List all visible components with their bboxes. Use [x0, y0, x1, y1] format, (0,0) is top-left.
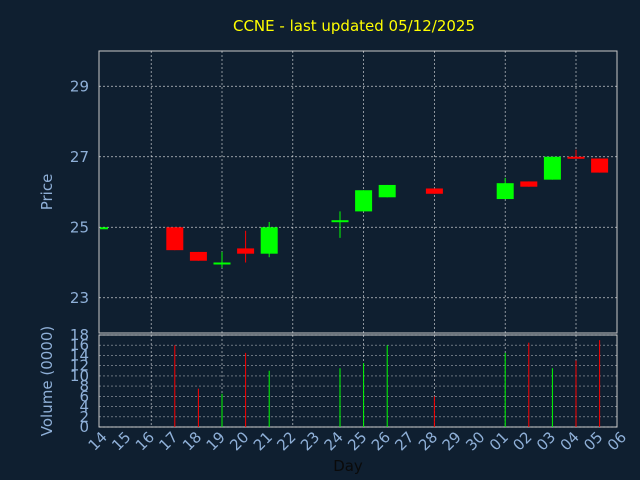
volume-y-tick-label: 0 [79, 418, 89, 436]
price-panel-frame [98, 50, 618, 334]
candle-body [520, 181, 538, 187]
candle-body [189, 251, 207, 261]
volume-y-tick-label: 18 [70, 326, 89, 344]
candle-body [591, 158, 609, 173]
price-axis-label: Price [38, 174, 56, 211]
volume-y-tick-label: 12 [70, 357, 89, 375]
candles [100, 149, 609, 268]
chart-title: CCNE - last updated 05/12/2025 [233, 17, 475, 35]
x-axis-label: Day [333, 457, 363, 475]
volume-axis-label: Volume (0000) [38, 326, 56, 436]
volume-y-tick-label: 16 [70, 336, 89, 354]
x-axis-ticks: 1415161718192021222324252627282930010203… [85, 428, 630, 454]
price-y-tick-label: 27 [70, 148, 89, 166]
candle-body [166, 227, 184, 251]
candle-body [237, 248, 255, 254]
candle-body [425, 188, 443, 194]
volume-bars [174, 340, 601, 427]
volume-y-tick-label: 4 [79, 398, 89, 416]
price-y-tick-label: 29 [70, 77, 89, 95]
price-y-ticks: 23 25 27 29 [70, 77, 89, 307]
candle-body [213, 262, 231, 265]
candle-body [496, 183, 514, 200]
candle-body [378, 184, 396, 198]
volume-y-tick-label: 10 [70, 367, 89, 385]
volume-panel-frame [98, 334, 618, 428]
volume-y-tick-label: 8 [79, 377, 89, 395]
volume-y-tick-label: 14 [70, 346, 89, 364]
volume-y-tick-label: 2 [79, 408, 89, 426]
price-y-tick-label: 25 [70, 218, 89, 236]
candle-body [355, 190, 373, 212]
candle-body [260, 227, 278, 254]
candle-body [543, 156, 561, 180]
volume-y-tick-label: 6 [79, 387, 89, 405]
candle-body [331, 220, 349, 223]
candle-body [567, 156, 585, 159]
candle-body [100, 227, 108, 230]
price-y-tick-label: 23 [70, 289, 89, 307]
